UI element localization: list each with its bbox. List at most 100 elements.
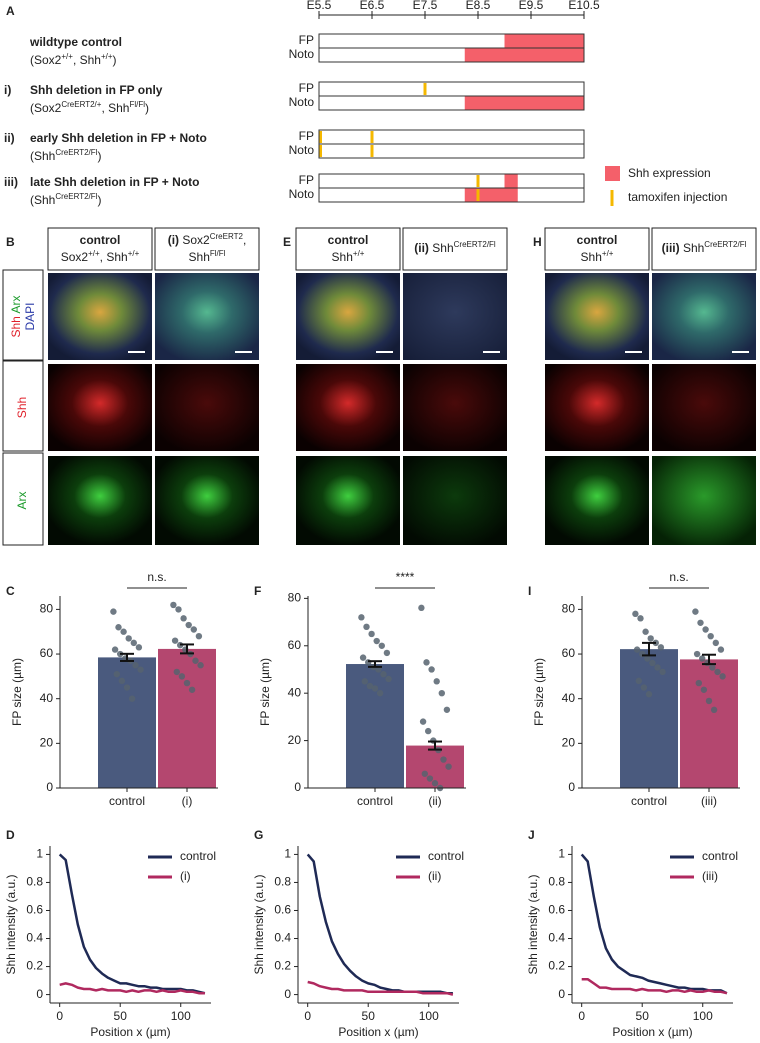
micrograph bbox=[155, 456, 259, 545]
track-box bbox=[319, 144, 584, 158]
y-tick-label: 40 bbox=[288, 685, 302, 699]
y-axis-label: Shh intensity (a.u.) bbox=[4, 874, 18, 974]
y-tick-label: 80 bbox=[40, 602, 54, 616]
timeline-tick-label: E7.5 bbox=[413, 0, 438, 12]
y-axis-label: FP size (µm) bbox=[10, 658, 24, 726]
x-tick-label: 100 bbox=[419, 1009, 439, 1023]
y-tick-label: 40 bbox=[562, 691, 576, 705]
micrograph bbox=[545, 364, 649, 451]
data-point bbox=[419, 718, 427, 725]
y-tick-label: 0 bbox=[558, 987, 565, 1001]
data-point bbox=[423, 659, 430, 666]
data-point bbox=[118, 677, 126, 685]
micrograph bbox=[403, 273, 507, 360]
y-tick-label: 0.6 bbox=[548, 903, 565, 917]
superscript: CreERT2 bbox=[210, 232, 244, 241]
x-tick-label: 50 bbox=[114, 1009, 128, 1023]
x-tick-label: 0 bbox=[56, 1009, 63, 1023]
track-label: Noto bbox=[289, 143, 315, 157]
x-tick-label: 0 bbox=[578, 1009, 585, 1023]
superscript: +/+ bbox=[602, 249, 614, 258]
data-point bbox=[359, 654, 367, 661]
data-point bbox=[702, 626, 709, 633]
timeline-tick-label: E6.5 bbox=[360, 0, 385, 12]
superscript: Fl/Fl bbox=[129, 100, 145, 109]
superscript: +/+ bbox=[128, 249, 140, 258]
superscript: CreERT2/Fl bbox=[704, 240, 746, 249]
header-box bbox=[544, 227, 650, 271]
data-point bbox=[180, 615, 187, 622]
y-tick-label: 1 bbox=[284, 847, 291, 861]
x-tick-label: 100 bbox=[171, 1009, 191, 1023]
y-tick-label: 0 bbox=[568, 780, 575, 794]
data-point bbox=[365, 659, 372, 666]
track-outline bbox=[318, 143, 585, 159]
row-label-box bbox=[2, 269, 44, 361]
y-tick-label: 60 bbox=[562, 646, 576, 660]
series-line bbox=[581, 977, 728, 995]
y-tick-label: 0 bbox=[284, 987, 291, 1001]
text-segment: Shh bbox=[581, 250, 602, 264]
data-point bbox=[647, 635, 654, 642]
data-point bbox=[115, 624, 122, 631]
panel-label: E bbox=[283, 235, 291, 249]
header-box bbox=[402, 227, 508, 271]
data-point bbox=[705, 697, 713, 705]
row-title: early Shh deletion in FP + Noto bbox=[30, 131, 207, 145]
x-tick-label: control bbox=[357, 794, 393, 808]
data-point bbox=[135, 644, 143, 651]
text-segment: (Sox2 bbox=[30, 53, 62, 67]
header-text: ShhFl/Fl bbox=[189, 249, 226, 265]
timeline-tick-label: E8.5 bbox=[466, 0, 491, 12]
track-box bbox=[319, 188, 584, 202]
data-point bbox=[188, 686, 196, 693]
track-outline bbox=[318, 187, 585, 203]
panel-label: B bbox=[6, 235, 15, 249]
y-tick-label: 0.2 bbox=[548, 959, 565, 973]
text-segment: (Sox2 bbox=[30, 101, 62, 115]
data-point bbox=[111, 646, 119, 653]
x-axis-label: Position x (µm) bbox=[338, 1025, 418, 1039]
panel-label: F bbox=[254, 584, 261, 598]
panel-label: D bbox=[6, 828, 15, 842]
data-point bbox=[692, 608, 699, 615]
text-segment: Shh bbox=[15, 397, 29, 418]
data-point bbox=[654, 664, 661, 671]
legend-label: (ii) bbox=[428, 869, 441, 883]
text-segment: Arx bbox=[15, 492, 29, 510]
header-box bbox=[295, 227, 401, 271]
text-segment: (i) bbox=[168, 233, 179, 247]
row-roman: ii) bbox=[4, 131, 15, 145]
panel-label: H bbox=[533, 235, 542, 249]
data-point bbox=[190, 626, 197, 633]
x-axis-label: Position x (µm) bbox=[612, 1025, 692, 1039]
x-tick-label: (i) bbox=[182, 794, 193, 808]
data-point bbox=[183, 679, 191, 687]
text-segment: control bbox=[328, 233, 369, 247]
legend-label: control bbox=[428, 849, 464, 863]
data-point bbox=[173, 668, 180, 676]
data-point bbox=[368, 630, 375, 638]
micrograph bbox=[652, 364, 756, 451]
micrograph bbox=[155, 364, 259, 451]
x-tick-label: control bbox=[109, 794, 145, 808]
track-label: FP bbox=[299, 129, 314, 143]
bar bbox=[158, 648, 216, 788]
row-label-box bbox=[2, 360, 44, 452]
superscript: CreERT2/Fl bbox=[55, 192, 97, 201]
text-segment: (Shh bbox=[30, 149, 55, 163]
data-point bbox=[375, 666, 382, 673]
legend-label: tamoxifen injection bbox=[628, 190, 727, 204]
bar bbox=[346, 664, 404, 788]
x-tick-label: 50 bbox=[362, 1009, 376, 1023]
data-point bbox=[693, 650, 701, 658]
text-segment: , Shh bbox=[100, 250, 128, 264]
data-point bbox=[130, 639, 137, 647]
expression-bar bbox=[464, 96, 584, 110]
data-point bbox=[714, 668, 721, 676]
superscript: CreERT2/Fl bbox=[454, 240, 496, 249]
y-tick-label: 1 bbox=[558, 847, 565, 861]
track-box bbox=[319, 174, 584, 188]
data-point bbox=[425, 727, 432, 735]
data-point bbox=[428, 666, 435, 673]
